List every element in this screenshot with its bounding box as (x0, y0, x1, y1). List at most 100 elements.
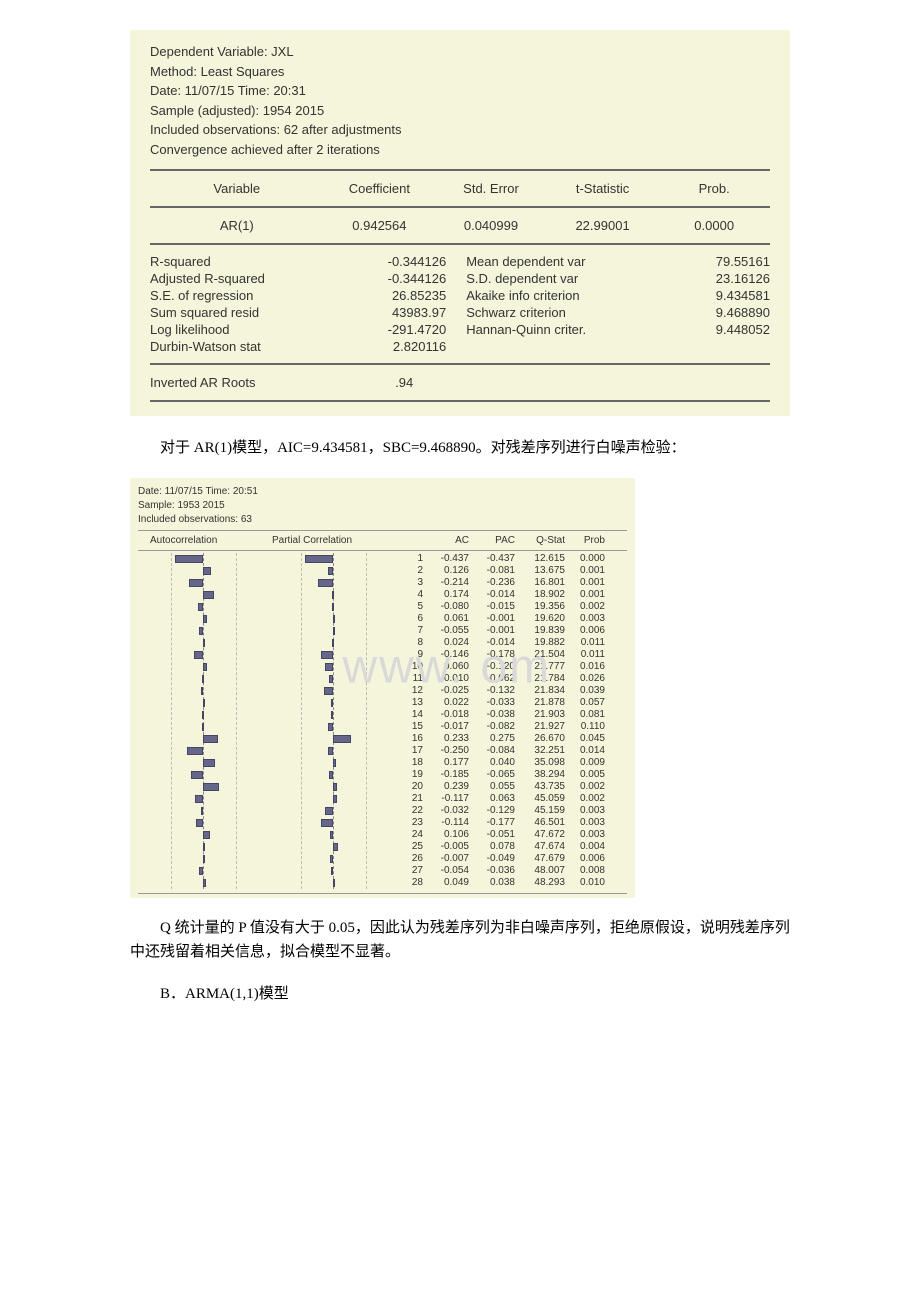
stat-value: -291.4720 (342, 322, 466, 337)
prob-value: 0.011 (565, 649, 605, 661)
data-row: 12-0.025-0.13221.8340.039 (398, 685, 605, 697)
lag-number: 14 (398, 709, 423, 721)
qstat-value: 19.620 (515, 613, 565, 625)
header-line: Sample (adjusted): 1954 2015 (150, 101, 770, 121)
ac-bar (189, 579, 203, 587)
prob-value: 0.002 (565, 793, 605, 805)
pac-bar (333, 627, 335, 635)
lag-number: 4 (398, 589, 423, 601)
bar-row (268, 565, 398, 577)
data-row: 60.061-0.00119.6200.003 (398, 613, 605, 625)
stat-label: R-squared (150, 254, 342, 269)
ac-value: 0.060 (423, 661, 469, 673)
pac-bar (305, 555, 333, 563)
pac-value: -0.049 (469, 853, 515, 865)
ac-bar (203, 615, 207, 623)
lag-number: 2 (398, 565, 423, 577)
data-row: 23-0.114-0.17746.5010.003 (398, 817, 605, 829)
lag-number: 16 (398, 733, 423, 745)
ac-value: 0.061 (423, 613, 469, 625)
regression-header: Dependent Variable: JXL Method: Least Sq… (150, 42, 770, 167)
ac-value: -0.214 (423, 577, 469, 589)
pac-value: -0.033 (469, 697, 515, 709)
ac-bar (199, 627, 203, 635)
ac-bar (203, 591, 214, 599)
ac-value: 0.106 (423, 829, 469, 841)
stat-label: S.D. dependent var (466, 271, 652, 286)
pac-value: 0.063 (469, 793, 515, 805)
bar-row (138, 721, 268, 733)
bar-row (268, 853, 398, 865)
ac-bar (203, 855, 205, 863)
pac-value: -0.120 (469, 661, 515, 673)
ac-value: -0.017 (423, 721, 469, 733)
col-header: AC (423, 535, 469, 546)
qstat-value: 12.615 (515, 553, 565, 565)
ac-value: -0.007 (423, 853, 469, 865)
coefficient-table: Variable Coefficient Std. Error t-Statis… (150, 173, 770, 204)
pac-value: -0.001 (469, 613, 515, 625)
divider (150, 206, 770, 208)
lag-number: 18 (398, 757, 423, 769)
col-header: Coefficient (324, 173, 436, 204)
stat-value: 9.468890 (652, 305, 770, 320)
bar-row (138, 613, 268, 625)
ac-value: -0.025 (423, 685, 469, 697)
prob-value: 0.003 (565, 613, 605, 625)
ac-bar (201, 807, 203, 815)
pac-bar (329, 771, 333, 779)
data-row: 17-0.250-0.08432.2510.014 (398, 745, 605, 757)
stat-value: 9.434581 (652, 288, 770, 303)
header-line: Method: Least Squares (150, 62, 770, 82)
bar-row (268, 745, 398, 757)
lag-number: 3 (398, 577, 423, 589)
stat-label: Hannan-Quinn criter. (466, 322, 652, 337)
bar-row (138, 649, 268, 661)
ac-bar (203, 639, 205, 647)
bar-row (138, 565, 268, 577)
bar-row (268, 685, 398, 697)
ac-value: -0.054 (423, 865, 469, 877)
stats-row: Log likelihood-291.4720Hannan-Quinn crit… (150, 321, 770, 338)
qstat-value: 45.059 (515, 793, 565, 805)
qstat-value: 45.159 (515, 805, 565, 817)
stats-row: S.E. of regression26.85235Akaike info cr… (150, 287, 770, 304)
pac-bar (330, 831, 333, 839)
pac-bar (333, 759, 336, 767)
bar-row (268, 877, 398, 889)
autocorrelation-plot (138, 553, 268, 889)
prob-value: 0.011 (565, 637, 605, 649)
data-row: 21-0.1170.06345.0590.002 (398, 793, 605, 805)
bar-row (268, 553, 398, 565)
ac-bar (191, 771, 203, 779)
bar-row (138, 805, 268, 817)
ac-value: -0.055 (423, 625, 469, 637)
bar-row (268, 673, 398, 685)
lag-number: 26 (398, 853, 423, 865)
ac-bar (202, 723, 204, 731)
lag-number: 8 (398, 637, 423, 649)
lag-number: 5 (398, 601, 423, 613)
qstat-value: 19.356 (515, 601, 565, 613)
lag-number: 21 (398, 793, 423, 805)
qstat-value: 13.675 (515, 565, 565, 577)
data-row: 15-0.017-0.08221.9270.110 (398, 721, 605, 733)
bar-row (138, 553, 268, 565)
partial-correlation-plot (268, 553, 398, 889)
qstat-value: 46.501 (515, 817, 565, 829)
col-header: Autocorrelation (138, 535, 268, 546)
stats-block: R-squared-0.344126Mean dependent var79.5… (150, 247, 770, 361)
bar-row (268, 829, 398, 841)
cell: 0.0000 (658, 210, 770, 241)
data-row: 27-0.054-0.03648.0070.008 (398, 865, 605, 877)
inverted-label: Inverted AR Roots (150, 375, 342, 390)
prob-value: 0.026 (565, 673, 605, 685)
prob-value: 0.006 (565, 853, 605, 865)
data-row: 100.060-0.12021.7770.016 (398, 661, 605, 673)
pac-bar (329, 675, 333, 683)
stat-value: -0.344126 (342, 254, 466, 269)
bar-row (138, 685, 268, 697)
bar-row (138, 781, 268, 793)
prob-value: 0.005 (565, 769, 605, 781)
correlogram-columns: Autocorrelation Partial Correlation AC P… (138, 530, 627, 551)
